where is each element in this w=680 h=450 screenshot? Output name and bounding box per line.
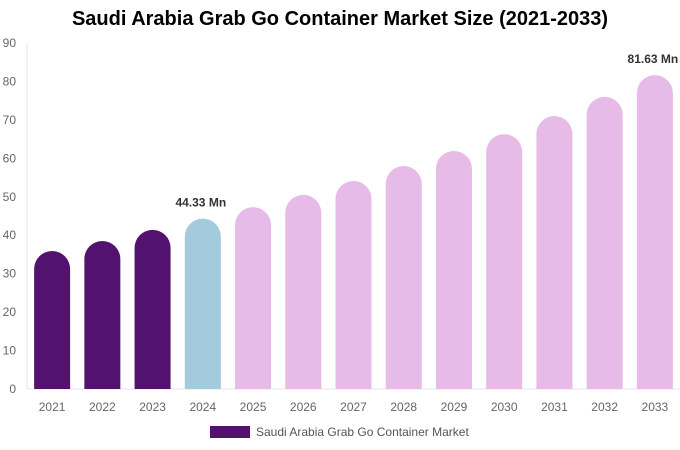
x-tick-label: 2025 (240, 400, 267, 414)
y-tick-label: 40 (3, 228, 17, 242)
y-tick-label: 70 (3, 113, 17, 127)
y-tick-label: 50 (3, 190, 17, 204)
x-tick-label: 2033 (642, 400, 669, 414)
x-tick-label: 2021 (39, 400, 66, 414)
legend-label: Saudi Arabia Grab Go Container Market (256, 425, 469, 439)
x-tick-label: 2031 (541, 400, 568, 414)
chart-title: Saudi Arabia Grab Go Container Market Si… (71, 8, 609, 30)
bar-2030 (486, 134, 523, 389)
bar-2031 (536, 116, 573, 390)
y-tick-label: 60 (3, 151, 17, 165)
bar-2028 (385, 166, 422, 389)
y-tick-label: 30 (3, 267, 17, 281)
x-tick-label: 2024 (189, 400, 216, 414)
bar-2025 (235, 207, 272, 389)
bar-2024 (184, 218, 221, 389)
x-tick-label: 2026 (290, 400, 317, 414)
bar-2023 (134, 229, 171, 389)
bar-2026 (285, 194, 322, 389)
bar-2029 (435, 151, 472, 389)
y-tick-label: 20 (3, 305, 17, 319)
x-tick-label: 2030 (491, 400, 518, 414)
legend: Saudi Arabia Grab Go Container Market (210, 425, 469, 439)
bar-2022 (84, 240, 121, 389)
y-tick-label: 80 (3, 74, 17, 88)
y-tick-label: 0 (9, 382, 16, 396)
x-tick-label: 2023 (139, 400, 166, 414)
data-label-2024: 44.33 Mn (175, 196, 226, 210)
bar-2033 (636, 75, 673, 389)
bar-2027 (335, 181, 372, 389)
x-tick-label: 2028 (390, 400, 417, 414)
legend-swatch (210, 426, 250, 438)
x-tick-label: 2022 (89, 400, 116, 414)
data-label-2033: 81.63 Mn (628, 52, 679, 66)
y-tick-label: 90 (3, 36, 17, 50)
x-tick-label: 2029 (441, 400, 468, 414)
x-tick-label: 2027 (340, 400, 367, 414)
x-tick-label: 2032 (591, 400, 618, 414)
y-tick-label: 10 (3, 344, 17, 358)
bar-2021 (34, 250, 71, 389)
bar-2032 (586, 96, 623, 390)
